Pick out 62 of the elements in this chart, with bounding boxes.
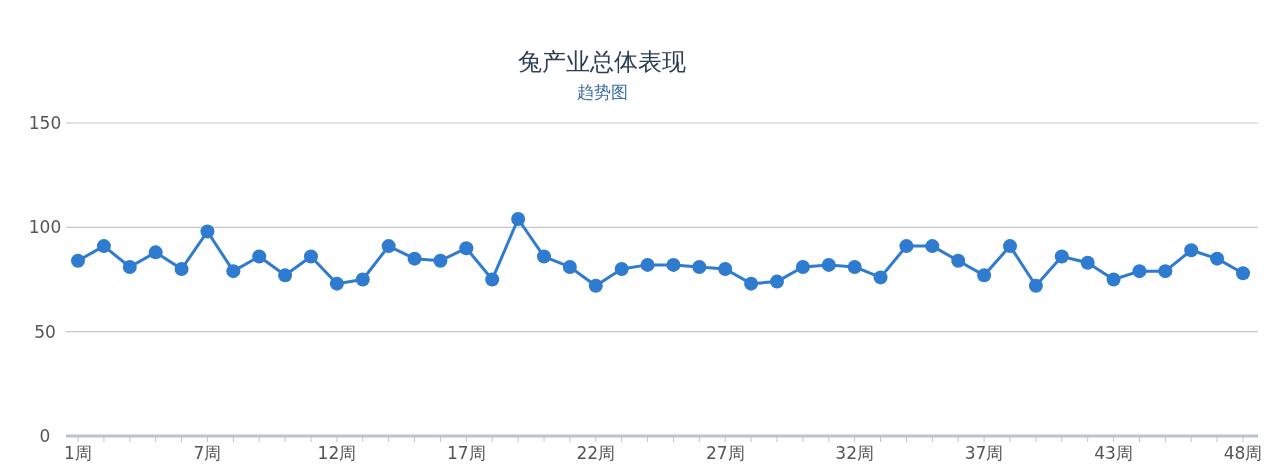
point (96, 239, 111, 254)
point (821, 257, 836, 272)
x-tick-label: 43周 (1094, 443, 1133, 463)
point (200, 224, 215, 239)
x-tick-label: 1周 (64, 443, 92, 463)
point (873, 270, 888, 285)
chart-title: 兔产业总体表现 (518, 48, 686, 76)
point (407, 251, 422, 266)
point (226, 264, 241, 279)
x-tick-label: 12周 (317, 443, 357, 463)
point (1028, 278, 1043, 293)
point (71, 253, 85, 268)
x-tick-label: 27周 (705, 443, 745, 463)
y-tick-label: 100 (28, 217, 62, 238)
point (511, 211, 526, 226)
point (304, 249, 318, 264)
y-tick-label: 150 (28, 113, 62, 133)
point (459, 241, 474, 256)
point (433, 253, 448, 268)
point (640, 257, 655, 272)
point (718, 262, 733, 277)
point (355, 272, 370, 287)
point (977, 268, 992, 283)
point (485, 272, 500, 287)
x-tick-label: 17周 (447, 443, 486, 463)
x-tick-label: 22周 (576, 443, 616, 463)
point (1158, 264, 1173, 279)
point (1106, 272, 1121, 287)
point (614, 262, 629, 277)
point (562, 259, 577, 274)
point (744, 276, 759, 291)
point (329, 276, 344, 291)
point (1003, 239, 1017, 254)
point (588, 278, 603, 293)
point (770, 274, 784, 289)
point (1080, 255, 1095, 270)
point (925, 239, 940, 254)
point (122, 259, 137, 274)
point (537, 249, 551, 264)
point (1132, 264, 1147, 279)
point (1236, 266, 1250, 281)
point (951, 253, 966, 268)
point (899, 239, 914, 254)
point (174, 262, 189, 277)
chart-subtitle: 趋势图 (576, 82, 628, 102)
x-tick-label: 48周 (1223, 443, 1263, 463)
point (1184, 243, 1199, 258)
point (381, 239, 396, 254)
point (148, 245, 163, 260)
y-tick-label: 50 (34, 321, 56, 342)
point (1054, 249, 1069, 264)
point (1210, 251, 1225, 266)
point (795, 259, 810, 274)
x-tick-label: 32周 (835, 443, 874, 463)
x-tick-label: 37周 (964, 443, 1004, 463)
x-tick-label: 7周 (193, 443, 222, 463)
y-tick-label: 0 (39, 426, 51, 446)
point (252, 249, 267, 264)
point (278, 268, 293, 283)
point (666, 257, 681, 272)
point (692, 259, 707, 274)
point (847, 259, 862, 274)
